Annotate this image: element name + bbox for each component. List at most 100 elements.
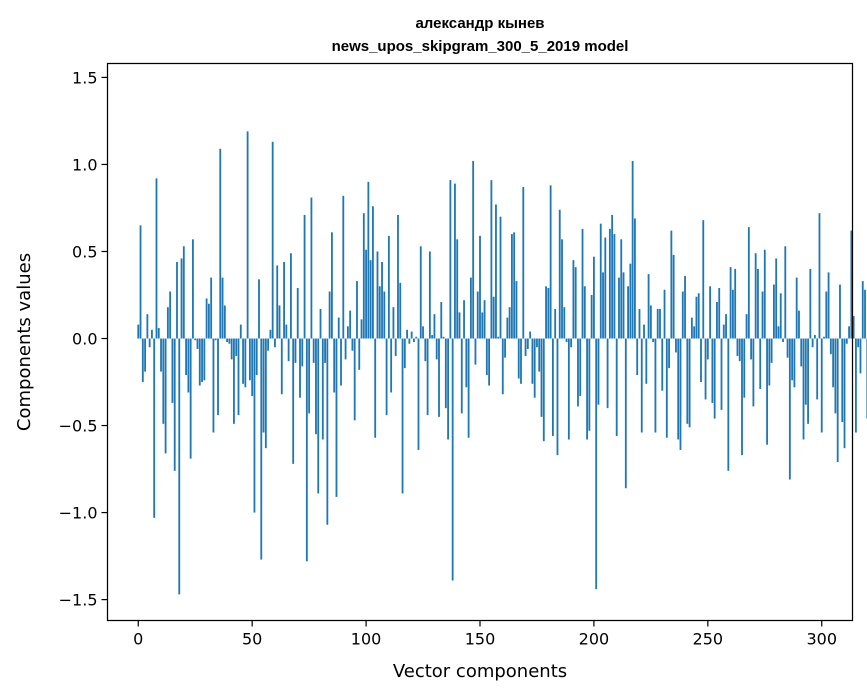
bar-component-313 <box>850 230 853 339</box>
bar-component-308 <box>839 284 841 339</box>
bar-component-108 <box>383 291 386 339</box>
bar-component-167 <box>517 338 520 379</box>
y-tick-label: 1.0 <box>72 155 97 174</box>
bar-component-8 <box>155 178 158 339</box>
bar-component-35 <box>217 338 219 416</box>
bar-component-82 <box>324 338 326 363</box>
bar-component-275 <box>763 249 766 339</box>
bar-component-290 <box>798 310 800 339</box>
bar-component-281 <box>777 326 780 339</box>
bar-component-121 <box>413 338 415 342</box>
plot-frame <box>106 62 854 622</box>
bar-component-22 <box>187 338 190 393</box>
bar-component-168 <box>520 338 522 384</box>
bar-component-277 <box>768 338 771 386</box>
bar-component-16 <box>173 338 176 471</box>
bar-component-259 <box>727 338 730 471</box>
plot-area <box>107 63 853 621</box>
bar-component-190 <box>570 338 573 348</box>
bar-component-238 <box>679 338 682 450</box>
bar-component-316 <box>857 338 860 348</box>
bar-component-72 <box>301 338 304 367</box>
bar-component-225 <box>649 305 652 339</box>
bar-component-3 <box>144 338 146 372</box>
bar-component-244 <box>693 326 696 339</box>
bar-component-75 <box>308 338 311 414</box>
bar-component-28 <box>201 338 203 383</box>
bar-component-144 <box>465 338 468 388</box>
bar-component-92 <box>346 326 349 339</box>
bar-component-296 <box>811 338 814 348</box>
bar-component-269 <box>750 338 753 360</box>
bar-component-253 <box>713 338 716 419</box>
bar-component-127 <box>426 338 429 416</box>
bar-component-268 <box>747 227 750 339</box>
bar-component-99 <box>362 213 365 339</box>
bar-component-262 <box>734 268 737 339</box>
bar-component-69 <box>294 338 297 363</box>
bar-component-56 <box>264 338 267 449</box>
bar-component-15 <box>171 338 174 403</box>
x-tick-label: 50 <box>242 630 262 649</box>
bar-component-228 <box>656 308 659 339</box>
bar-component-182 <box>551 338 554 436</box>
bar-component-314 <box>852 315 855 339</box>
bar-component-283 <box>782 338 784 342</box>
bar-component-64 <box>283 261 285 339</box>
bar-component-162 <box>506 317 509 339</box>
bar-component-241 <box>686 338 689 424</box>
bar-component-218 <box>634 218 636 339</box>
bar-component-306 <box>834 338 837 414</box>
bar-component-247 <box>700 338 702 383</box>
bar-component-261 <box>731 289 734 339</box>
bar-component-243 <box>690 317 693 339</box>
bar-component-30 <box>205 298 208 339</box>
bar-component-123 <box>417 338 420 450</box>
axes-ticks: 0 50 100 150 200 250 300 −1.5 −1.0 −0.5 0.0 0.5 1.0 1… <box>59 68 837 648</box>
bar-component-239 <box>681 291 684 339</box>
bar-component-192 <box>574 267 577 339</box>
bar-component-307 <box>836 338 839 463</box>
y-tick-label: 0.0 <box>72 330 97 349</box>
bar-component-154 <box>488 338 491 386</box>
bar-component-254 <box>716 301 718 339</box>
bar-component-193 <box>577 338 579 407</box>
bar-component-272 <box>757 268 759 339</box>
bar-component-9 <box>157 328 160 339</box>
bar-component-206 <box>606 338 609 409</box>
bar-component-19 <box>180 258 183 339</box>
bar-component-249 <box>704 338 707 400</box>
y-tick-label: −1.0 <box>59 504 98 523</box>
bar-component-81 <box>321 338 324 440</box>
bar-component-7 <box>153 338 156 518</box>
bar-component-287 <box>791 338 794 381</box>
bar-component-80 <box>319 308 322 339</box>
bar-component-157 <box>495 204 497 339</box>
bar-component-231 <box>663 289 666 339</box>
bar-component-264 <box>738 338 741 362</box>
bar-component-246 <box>697 293 700 339</box>
bar-component-163 <box>508 307 511 339</box>
bar-component-208 <box>611 214 614 339</box>
bar-component-155 <box>490 180 493 339</box>
bar-component-58 <box>269 329 272 339</box>
bar-component-204 <box>602 272 604 339</box>
bar-component-149 <box>476 291 479 339</box>
bar-component-274 <box>761 291 764 339</box>
bar-component-55 <box>262 338 265 433</box>
bar-component-286 <box>788 338 791 480</box>
bar-component-17 <box>176 261 178 339</box>
chart-subtitle: news_upos_skipgram_300_5_2019 model <box>332 38 629 55</box>
bar-component-70 <box>296 288 299 339</box>
bar-component-97 <box>358 338 361 370</box>
bar-component-172 <box>529 331 532 339</box>
bar-component-217 <box>631 160 634 339</box>
bar-component-318 <box>861 281 864 339</box>
bar-component-4 <box>146 314 149 339</box>
bar-component-109 <box>385 338 388 416</box>
bar-component-252 <box>711 338 714 403</box>
bar-component-76 <box>310 197 313 339</box>
bar-component-201 <box>595 338 598 590</box>
bar-component-141 <box>458 312 461 339</box>
bar-component-300 <box>820 338 823 433</box>
